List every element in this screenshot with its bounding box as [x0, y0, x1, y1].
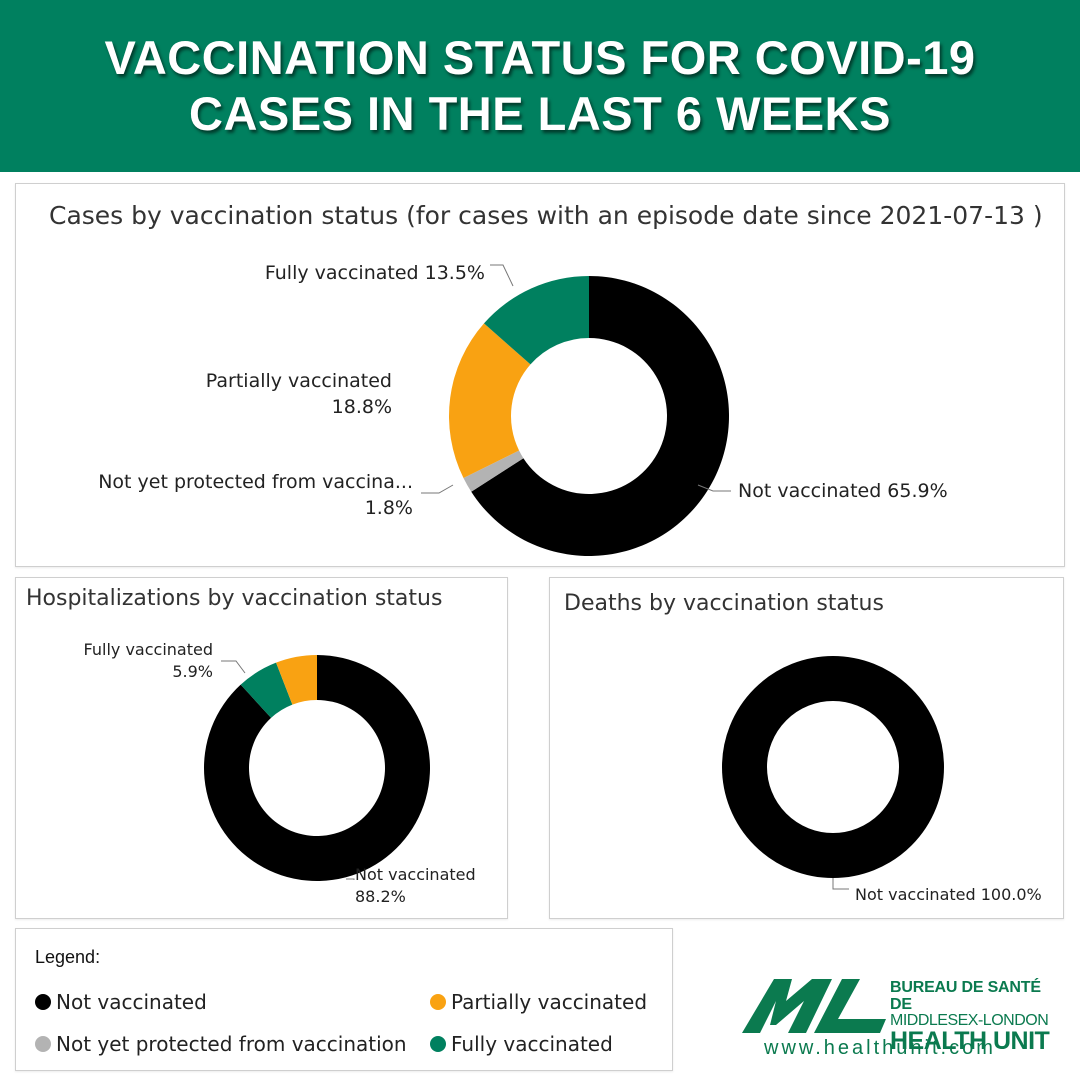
slice-partially-vaccinated: [449, 323, 531, 478]
legend-swatch-not-vaccinated: [35, 994, 51, 1010]
ml-logo-mark-icon: [742, 979, 886, 1033]
legend-label: Partially vaccinated: [451, 990, 648, 1014]
health-unit-logo: BUREAU DE SANTÉ DE MIDDLESEX-LONDON HEAL…: [740, 975, 1060, 1065]
data-label-not-vaccinated: Not vaccinated 65.9%: [738, 480, 948, 502]
slice-fully-vaccinated: [240, 662, 293, 718]
leader-line: [832, 878, 849, 890]
deaths-panel: Deaths by vaccination status Not vaccina…: [549, 577, 1064, 919]
data-label-not-vaccinated: Not vaccinated 88.2%: [355, 865, 476, 906]
slice-fully-vaccinated: [483, 276, 589, 365]
leader-line: [346, 878, 355, 880]
legend-label: Fully vaccinated: [451, 1032, 613, 1056]
data-label-not-yet-protected-from-vaccination: Not yet protected from vaccina... 1.8%: [98, 471, 413, 519]
legend-item-partially-vaccinated: Partially vaccinated: [430, 990, 647, 1014]
slice-not-vaccinated: [471, 276, 729, 556]
hospitalizations-panel: Hospitalizations by vaccination status N…: [15, 577, 508, 919]
legend-item-not-vaccinated: Not vaccinated: [35, 990, 207, 1014]
banner-title-line2: CASES IN THE LAST 6 WEEKS: [189, 87, 891, 140]
slice-partially-vaccinated: [276, 655, 317, 705]
legend-title: Legend:: [35, 947, 101, 967]
logo-line1: BUREAU DE SANTÉ DE: [890, 979, 1041, 1013]
data-label-fully-vaccinated: Fully vaccinated 13.5%: [265, 262, 485, 284]
leader-line: [697, 484, 731, 492]
hospitalizations-donut-chart: Not vaccinated 88.2% Fully vaccinated 5.9%: [84, 640, 476, 906]
legend-label: Not yet protected from vaccination: [56, 1032, 407, 1056]
legend-swatch-not-yet-protected: [35, 1036, 51, 1052]
legend-item-fully-vaccinated: Fully vaccinated: [430, 1032, 613, 1056]
legend-swatch-fully-vaccinated: [430, 1036, 446, 1052]
hospitalizations-chart-title: Hospitalizations by vaccination status: [26, 586, 443, 611]
cases-chart-title: Cases by vaccination status (for cases w…: [49, 201, 1043, 230]
leader-line: [490, 264, 514, 287]
legend-label: Not vaccinated: [56, 990, 207, 1014]
deaths-donut-chart: Not vaccinated 100.0%: [722, 656, 1042, 904]
leader-line: [221, 660, 246, 674]
logo-line3: HEALTH UNIT: [890, 1027, 1050, 1055]
legend-panel: Legend: Not vaccinated Partially vaccina…: [15, 928, 673, 1071]
slice-not-yet-protected-from-vaccination: [463, 450, 524, 492]
data-label-fully-vaccinated: Fully vaccinated 5.9%: [84, 640, 213, 681]
slice-not-vaccinated: [203, 655, 430, 881]
logo-wordmark: BUREAU DE SANTÉ DE MIDDLESEX-LONDON HEAL…: [890, 979, 1060, 1055]
data-label-not-vaccinated: Not vaccinated 100.0%: [855, 885, 1042, 904]
logo-url: www.healthunit.com: [764, 1037, 996, 1059]
banner-title-line1: VACCINATION STATUS FOR COVID-19: [104, 31, 976, 84]
leader-line: [421, 484, 454, 494]
slice-not-vaccinated: [722, 656, 944, 878]
legend-swatch-partially-vaccinated: [430, 994, 446, 1010]
title-banner: VACCINATION STATUS FOR COVID-19 CASES IN…: [0, 0, 1080, 172]
data-label-partially-vaccinated: Partially vaccinated 18.8%: [206, 370, 392, 418]
logo-line2: MIDDLESEX-LONDON: [890, 1012, 1049, 1029]
cases-donut-chart: Not vaccinated 65.9% Not yet protected fr…: [98, 262, 948, 556]
deaths-chart-title: Deaths by vaccination status: [564, 591, 884, 616]
cases-panel: Cases by vaccination status (for cases w…: [15, 183, 1065, 567]
legend-item-not-yet-protected: Not yet protected from vaccination: [35, 1032, 407, 1056]
